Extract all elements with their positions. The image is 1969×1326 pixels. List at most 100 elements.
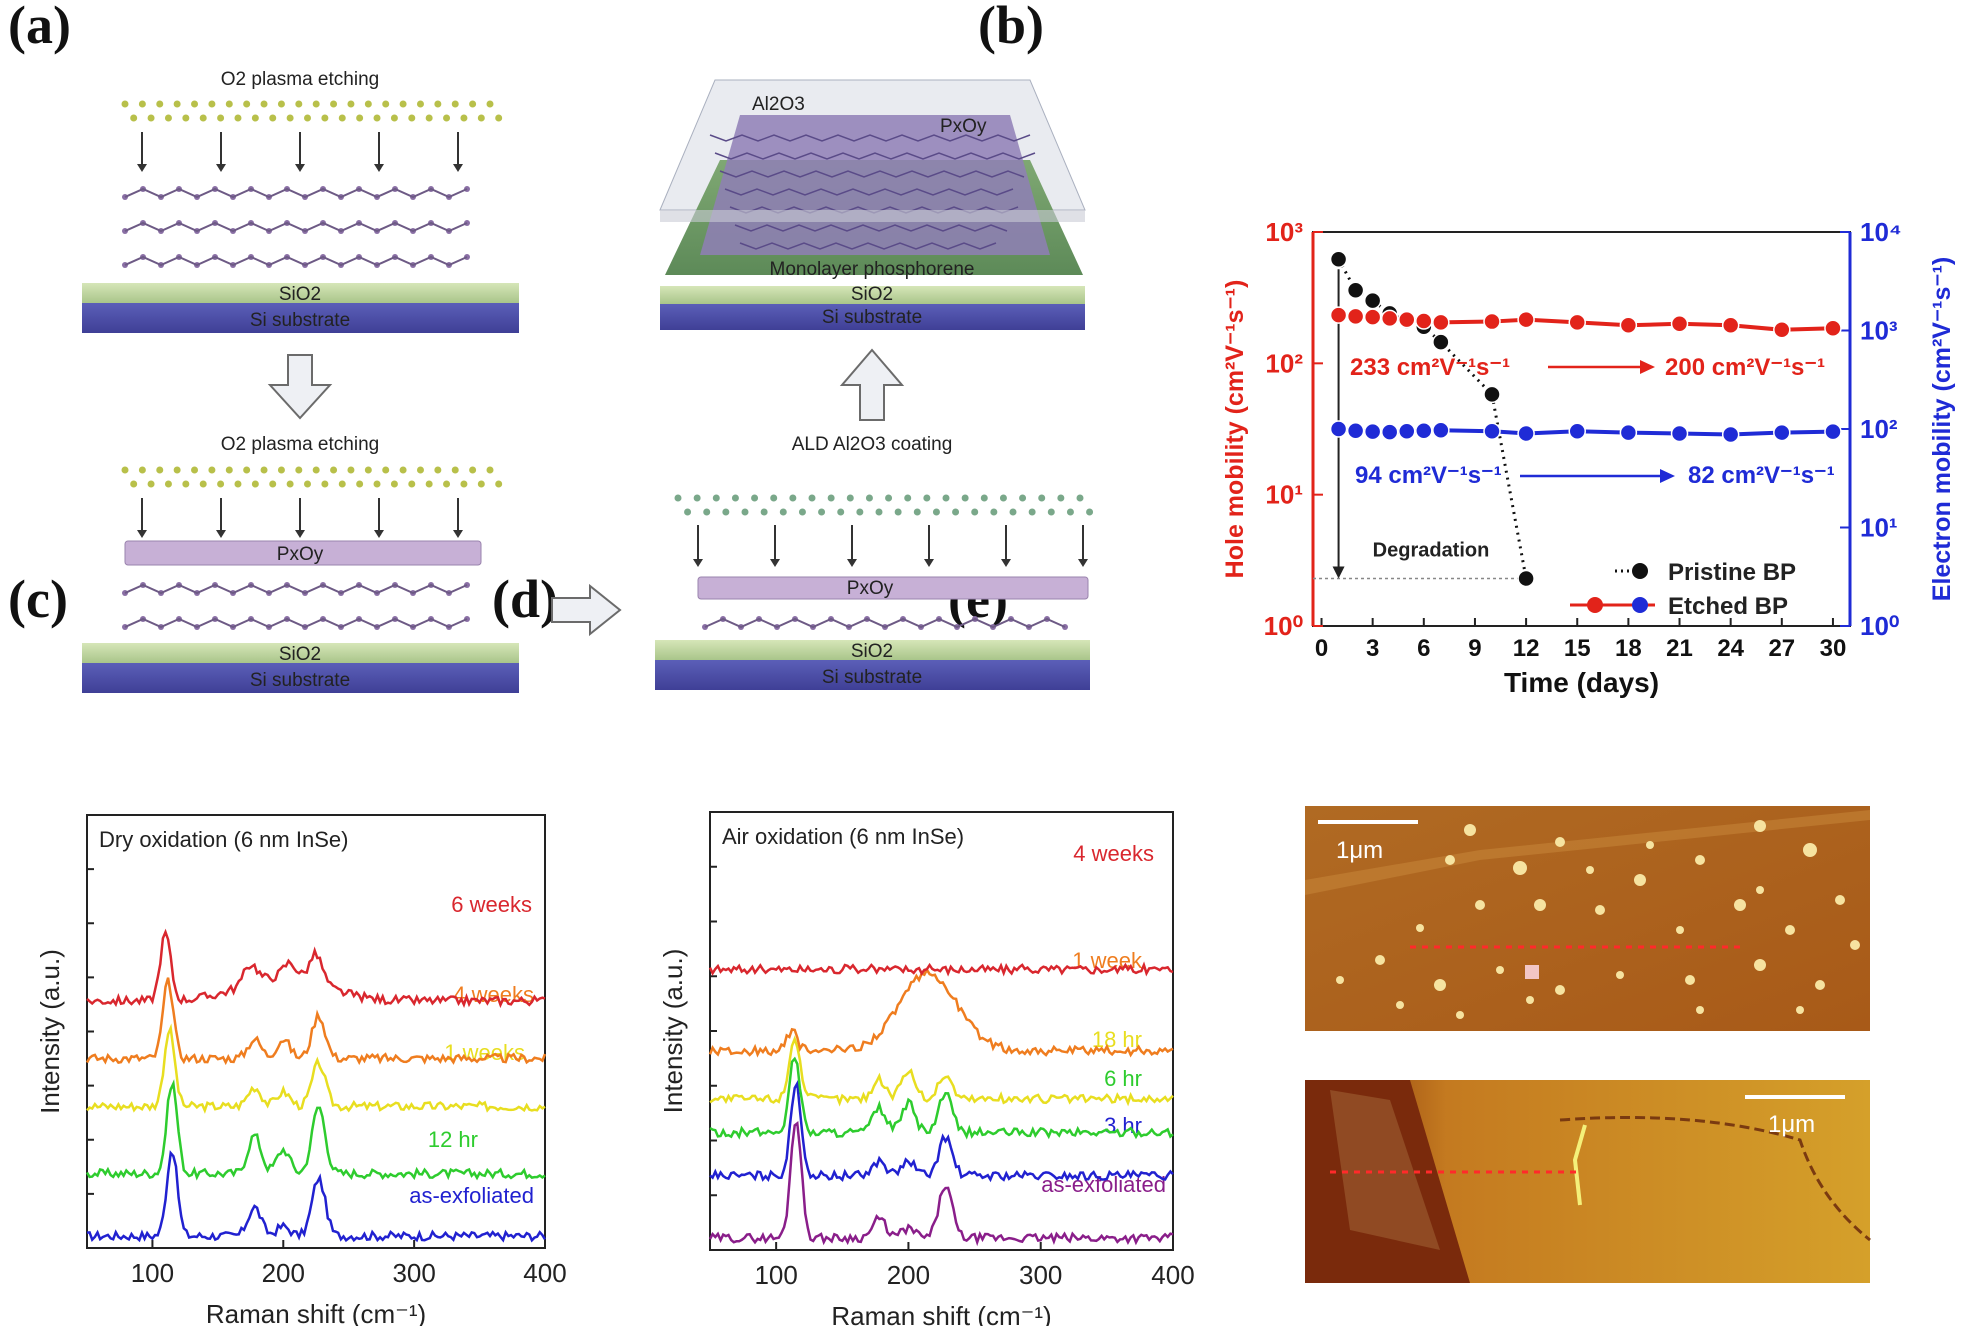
elec-start-label: 94 cm²V⁻¹s⁻¹ — [1355, 462, 1502, 489]
plasma-dot — [356, 114, 364, 122]
plasma-dot — [904, 494, 912, 502]
chart-d-series-label: as-exfoliated — [1041, 1172, 1166, 1197]
chart-b-point — [1824, 319, 1842, 337]
plasma-dot — [416, 466, 424, 474]
panel-label-c: (c) — [8, 569, 68, 629]
plasma-dot — [330, 466, 338, 474]
si-label-2: Si substrate — [250, 670, 350, 691]
afm-particle — [1695, 855, 1705, 865]
bond-chain — [124, 255, 468, 267]
afm-particle — [1616, 971, 1624, 979]
panel-a-schematic: O2 plasma etching SiO2 Si substrate O2 p… — [82, 69, 1094, 693]
plasma-dot — [923, 494, 931, 502]
plasma-dot — [894, 508, 902, 516]
plasma-dot — [779, 508, 787, 516]
plasma-dot — [321, 480, 329, 488]
plasma-dot — [304, 114, 311, 122]
chart-d-series-label: 4 weeks — [1073, 841, 1154, 866]
phosphorene-sheet — [700, 115, 1050, 255]
hole-start-label: 233 cm²V⁻¹s⁻¹ — [1350, 354, 1510, 381]
arrowhead-icon — [374, 530, 384, 538]
plasma-dot — [846, 494, 854, 502]
chart-d-spectrum — [709, 1079, 1174, 1183]
plasma-dot — [269, 480, 277, 488]
plasma-dot — [684, 508, 692, 516]
sio2-label-4: SiO2 — [851, 284, 893, 305]
plasma-dot — [312, 466, 320, 474]
afm-particle — [1676, 926, 1684, 934]
afm-particle — [1526, 996, 1534, 1004]
chart-b-yl-tick-label: 10⁰ — [1264, 611, 1303, 641]
chart-b-point — [1415, 421, 1433, 440]
phosphorene-row — [719, 170, 1025, 178]
sio2-layer-1 — [82, 283, 519, 303]
pxoy-label-4: PxOy — [940, 116, 987, 137]
afm-particle — [1416, 924, 1424, 932]
legend-electron-marker — [1632, 597, 1648, 613]
chart-b-ylabel-right: Electron mobility (cm²V⁻¹s⁻¹) — [1928, 257, 1956, 601]
chart-b-point — [1380, 423, 1399, 441]
chart-b-point — [1483, 312, 1501, 331]
scale-label-bottom: 1μm — [1768, 1111, 1815, 1138]
plasma-dot — [495, 480, 503, 488]
chart-c-series-label: 6 weeks — [451, 892, 532, 917]
arrowhead-icon — [1640, 360, 1655, 374]
panel-c-chart: 100 200 300 400 Dry oxidation (6 nm InSe) Ram… — [35, 814, 567, 1326]
arrowhead-icon — [1332, 566, 1345, 579]
chart-b-point — [1380, 309, 1399, 328]
plasma-dot — [295, 466, 303, 474]
plasma-dot — [425, 114, 433, 122]
plasma-dot — [971, 508, 979, 516]
afm-particle — [1525, 965, 1539, 979]
panel-label-b: (b) — [978, 0, 1044, 55]
chart-b-point — [1773, 321, 1791, 339]
chart-b-point — [1346, 281, 1365, 300]
bp-lattice-1 — [122, 186, 470, 268]
chart-b-point — [1398, 310, 1416, 329]
chart-b-point — [1432, 313, 1450, 332]
afm-particle — [1586, 866, 1594, 874]
plasma-dot — [390, 480, 398, 488]
afm-particle — [1796, 1006, 1804, 1014]
plasma-dot — [208, 100, 216, 108]
chart-d-x-tick-label: 400 — [1151, 1260, 1194, 1290]
plasma-dot — [130, 480, 138, 488]
plasma-dot — [712, 494, 720, 502]
chart-b-yr-tick-label: 10⁴ — [1860, 217, 1902, 247]
plasma-dot — [443, 480, 451, 488]
arrowhead-icon — [1001, 559, 1011, 567]
sio2-layer-2 — [82, 643, 519, 663]
plasma-dot — [1086, 508, 1094, 516]
plasma-dot — [347, 100, 355, 108]
afm-particle — [1835, 895, 1845, 905]
plasma-dot — [286, 480, 294, 488]
chart-c-series-label: 1 weeks — [444, 1040, 525, 1065]
plasma-dot — [942, 494, 950, 502]
phosphorene-row — [714, 152, 1036, 160]
scale-label-top: 1μm — [1336, 837, 1383, 864]
plasma-dot — [469, 100, 477, 108]
bond-chain — [124, 221, 468, 233]
chart-b-point — [1619, 423, 1638, 442]
si-label-1: Si substrate — [250, 310, 350, 331]
si-label-4: Si substrate — [822, 307, 922, 328]
chart-d-spectrum — [708, 967, 1174, 1058]
plasma-dot — [225, 466, 233, 474]
plasma-dot — [952, 508, 960, 516]
pxoy-layer-3 — [697, 576, 1089, 600]
plasma-dot — [1057, 494, 1065, 502]
plasma-dot — [451, 466, 459, 474]
plasma-dot — [312, 100, 320, 108]
plasma-arrows-1 — [137, 132, 463, 172]
plasma-dot — [225, 100, 233, 108]
plasma-dot — [980, 494, 988, 502]
plasma-dot — [234, 480, 242, 488]
chart-c-spectrum — [85, 977, 547, 1066]
degradation-label: Degradation — [1373, 539, 1490, 561]
afm-particle — [1456, 1011, 1464, 1019]
afm-particle — [1785, 925, 1795, 935]
chart-b-x-tick-label: 30 — [1820, 635, 1847, 662]
plasma-dot — [199, 114, 207, 122]
plasma-dot — [477, 114, 485, 122]
plasma-dot — [243, 466, 251, 474]
